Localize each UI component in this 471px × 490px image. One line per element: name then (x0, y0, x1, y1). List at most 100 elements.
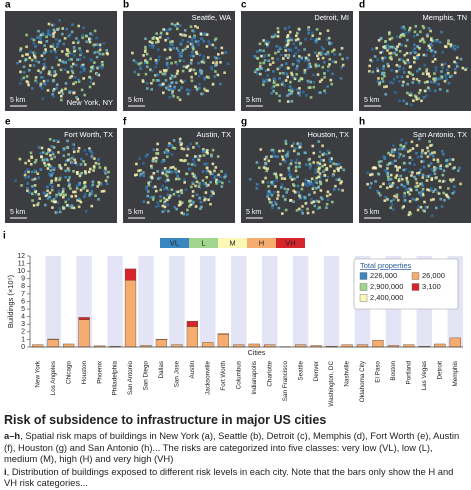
map-pixel (384, 169, 387, 172)
map-pixel (421, 152, 424, 155)
map-pixel (435, 69, 438, 72)
map-pixel (314, 51, 317, 54)
map-pixel (62, 92, 65, 95)
map-pixel (101, 67, 104, 70)
map-pixel (147, 190, 150, 193)
map-pixel (309, 165, 312, 168)
map-pixel (84, 184, 87, 187)
map-pixel (289, 81, 292, 84)
map-pixel (198, 54, 201, 57)
map-pixel (31, 59, 34, 62)
map-pixel (53, 70, 56, 73)
map-pixel (167, 67, 170, 70)
map-pixel (447, 42, 450, 45)
map-pixel (155, 190, 158, 193)
category-band (324, 256, 339, 347)
map-pixel (403, 162, 406, 165)
map-pixel (323, 152, 326, 155)
map-pixel (74, 161, 77, 164)
map-pixel (298, 208, 301, 211)
map-pixel (57, 64, 60, 67)
map-pixel (310, 38, 313, 41)
map-pixel (181, 147, 184, 150)
map-pixel (330, 79, 333, 82)
map-pixel (43, 63, 46, 66)
map-pixel (403, 35, 406, 38)
map-pixel (301, 188, 304, 191)
map-pixel (292, 183, 295, 186)
map-pixel (167, 152, 170, 155)
map-pixel (91, 152, 94, 155)
map-pixel (59, 211, 62, 214)
map-pixel (398, 166, 401, 169)
map-pixel (83, 94, 86, 97)
map-pixel (77, 41, 80, 44)
map-pixel (180, 159, 183, 162)
map-pixel (464, 68, 467, 71)
map-pixel (284, 198, 287, 201)
map-pixel (27, 81, 30, 84)
map-pixel (191, 201, 194, 204)
map-pixel (56, 211, 59, 214)
map-pixel (218, 57, 221, 60)
map-pixel (255, 70, 258, 73)
map-pixel (409, 72, 412, 75)
map-pixel (155, 41, 158, 44)
x-axis-label: Cities (248, 350, 266, 357)
map-pixel (179, 141, 182, 144)
map-pixel (203, 61, 206, 64)
map-pixel (14, 179, 17, 182)
map-pixel (165, 69, 168, 72)
map-pixel (106, 52, 109, 55)
map-pixel (389, 185, 392, 188)
category-band (107, 256, 122, 347)
map-pixel (103, 42, 106, 45)
map-pixel (410, 104, 413, 107)
map-pixel (322, 57, 325, 60)
map-pixel (305, 184, 308, 187)
map-pixel (96, 73, 99, 76)
map-pixel (414, 51, 417, 54)
map-pixel (33, 42, 36, 45)
map-pixel (343, 169, 346, 172)
map-pixel (154, 186, 157, 189)
map-pixel (189, 36, 192, 39)
map-pixel (318, 167, 321, 170)
map-pixel (61, 192, 64, 195)
map-pixel (416, 70, 419, 73)
map-pixel (450, 158, 453, 161)
map-pixel (180, 80, 183, 83)
map-pixel (76, 187, 79, 190)
map-pixel (423, 96, 426, 99)
map-pixel (297, 49, 300, 52)
map-pixel (432, 155, 435, 158)
map-pixel (193, 174, 196, 177)
map-pixel (273, 81, 276, 84)
map-pixel (61, 33, 64, 36)
map-pixel (321, 78, 324, 81)
y-tick-label: 8 (21, 283, 25, 290)
map-pixel (436, 167, 439, 170)
map-pixel (47, 80, 50, 83)
scale-label: 5 km (10, 209, 25, 216)
map-pixel (305, 57, 308, 60)
map-pixel (340, 180, 343, 183)
map-pixel (202, 150, 205, 153)
map-pixel (428, 75, 431, 78)
map-pixel (268, 160, 271, 163)
map-pixel (285, 140, 288, 143)
map-pixel (200, 201, 203, 204)
map-pixel (174, 24, 177, 27)
map-pixel (403, 145, 406, 148)
legend-swatch (412, 284, 419, 291)
map-pixel (152, 186, 155, 189)
map-pixel (198, 75, 201, 78)
map-pixel (210, 195, 213, 198)
map-pixel (278, 95, 281, 98)
map-pixel (68, 51, 71, 54)
map-pixel (38, 61, 41, 64)
map-pixel (182, 70, 185, 73)
map-pixel (173, 139, 176, 142)
map-pixel (403, 195, 406, 198)
map-pixel (323, 61, 326, 64)
